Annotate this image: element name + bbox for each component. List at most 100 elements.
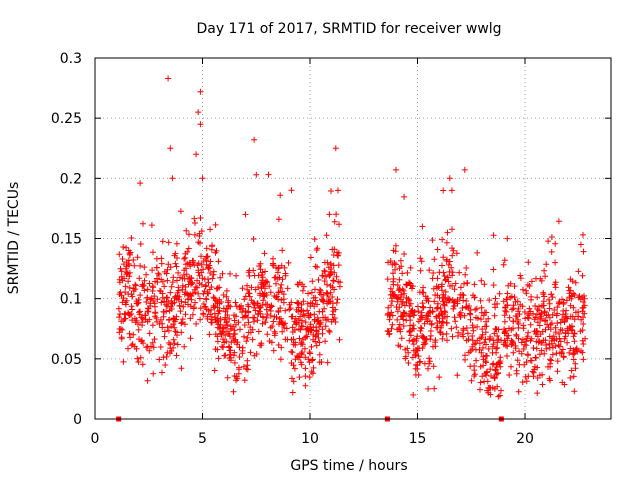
data-point xyxy=(242,293,249,300)
data-point xyxy=(330,277,337,284)
data-point xyxy=(120,295,127,302)
data-point xyxy=(285,259,292,266)
data-point xyxy=(220,325,227,332)
data-point xyxy=(495,336,502,343)
data-point xyxy=(504,235,511,242)
data-point xyxy=(449,272,456,279)
data-point xyxy=(439,262,445,269)
data-point xyxy=(438,322,445,329)
data-point xyxy=(130,331,137,338)
data-point xyxy=(548,291,555,298)
data-point xyxy=(309,278,316,285)
data-point xyxy=(260,297,267,304)
data-point xyxy=(299,317,305,324)
data-point xyxy=(241,322,248,328)
data-point xyxy=(161,328,168,335)
data-point xyxy=(571,291,578,298)
data-point xyxy=(386,331,393,338)
data-point xyxy=(233,321,239,328)
data-point xyxy=(255,284,262,291)
data-point xyxy=(427,336,434,343)
data-point xyxy=(533,345,540,352)
data-point xyxy=(420,289,427,296)
data-point xyxy=(241,333,247,340)
data-point xyxy=(335,262,342,269)
data-point xyxy=(210,294,217,301)
data-point xyxy=(490,341,497,348)
data-point xyxy=(327,298,334,305)
data-point xyxy=(118,268,125,275)
data-point xyxy=(313,247,320,253)
data-point xyxy=(463,298,470,304)
data-point xyxy=(329,311,336,318)
data-point xyxy=(296,374,303,381)
data-point xyxy=(504,353,510,359)
data-point xyxy=(567,302,574,309)
data-point xyxy=(255,310,262,317)
data-point xyxy=(165,239,172,246)
data-point xyxy=(147,303,154,309)
data-point xyxy=(415,372,422,378)
data-point xyxy=(292,339,299,346)
data-point xyxy=(394,316,401,323)
data-point xyxy=(459,305,466,311)
data-point xyxy=(439,281,445,288)
data-point xyxy=(212,221,219,228)
data-point xyxy=(212,249,219,256)
data-point xyxy=(324,281,330,288)
data-point xyxy=(265,171,272,178)
data-point xyxy=(554,320,561,327)
data-point xyxy=(518,339,525,346)
data-point xyxy=(566,323,573,330)
data-point xyxy=(568,367,575,374)
data-point xyxy=(443,299,450,306)
data-point xyxy=(302,354,309,361)
data-point xyxy=(437,305,444,312)
data-point xyxy=(471,281,478,288)
data-point xyxy=(450,299,457,306)
data-point xyxy=(335,278,342,285)
data-point xyxy=(542,273,549,280)
data-point xyxy=(506,372,513,378)
data-point xyxy=(199,175,206,182)
data-point xyxy=(135,326,142,333)
data-point xyxy=(231,337,238,344)
data-point xyxy=(182,254,189,261)
data-point xyxy=(469,346,476,353)
data-point xyxy=(388,302,395,309)
data-point xyxy=(478,277,485,284)
data-point xyxy=(399,270,406,277)
data-point xyxy=(493,349,500,356)
data-point xyxy=(158,276,165,283)
data-point xyxy=(266,283,273,290)
data-point xyxy=(293,320,300,327)
data-point xyxy=(129,293,136,300)
data-point xyxy=(530,373,537,380)
data-point xyxy=(250,267,257,274)
data-point xyxy=(511,283,518,290)
data-point xyxy=(440,254,447,261)
data-point xyxy=(562,330,569,337)
data-point xyxy=(148,222,155,229)
data-point xyxy=(526,305,533,312)
data-point xyxy=(445,295,451,302)
data-point xyxy=(219,270,226,277)
data-point xyxy=(491,374,498,381)
data-point xyxy=(123,244,130,251)
data-point xyxy=(519,303,526,310)
data-point xyxy=(481,281,488,288)
data-point xyxy=(436,328,443,335)
data-point xyxy=(192,289,199,296)
data-point xyxy=(398,301,405,307)
data-point xyxy=(510,318,517,325)
data-point xyxy=(434,285,440,292)
data-point xyxy=(311,318,318,324)
data-point xyxy=(219,343,225,350)
data-point xyxy=(294,352,301,359)
data-point xyxy=(215,317,222,324)
data-point xyxy=(333,211,340,218)
data-point xyxy=(281,264,288,271)
data-point xyxy=(244,334,251,341)
data-point xyxy=(302,373,309,380)
data-point xyxy=(279,328,286,335)
